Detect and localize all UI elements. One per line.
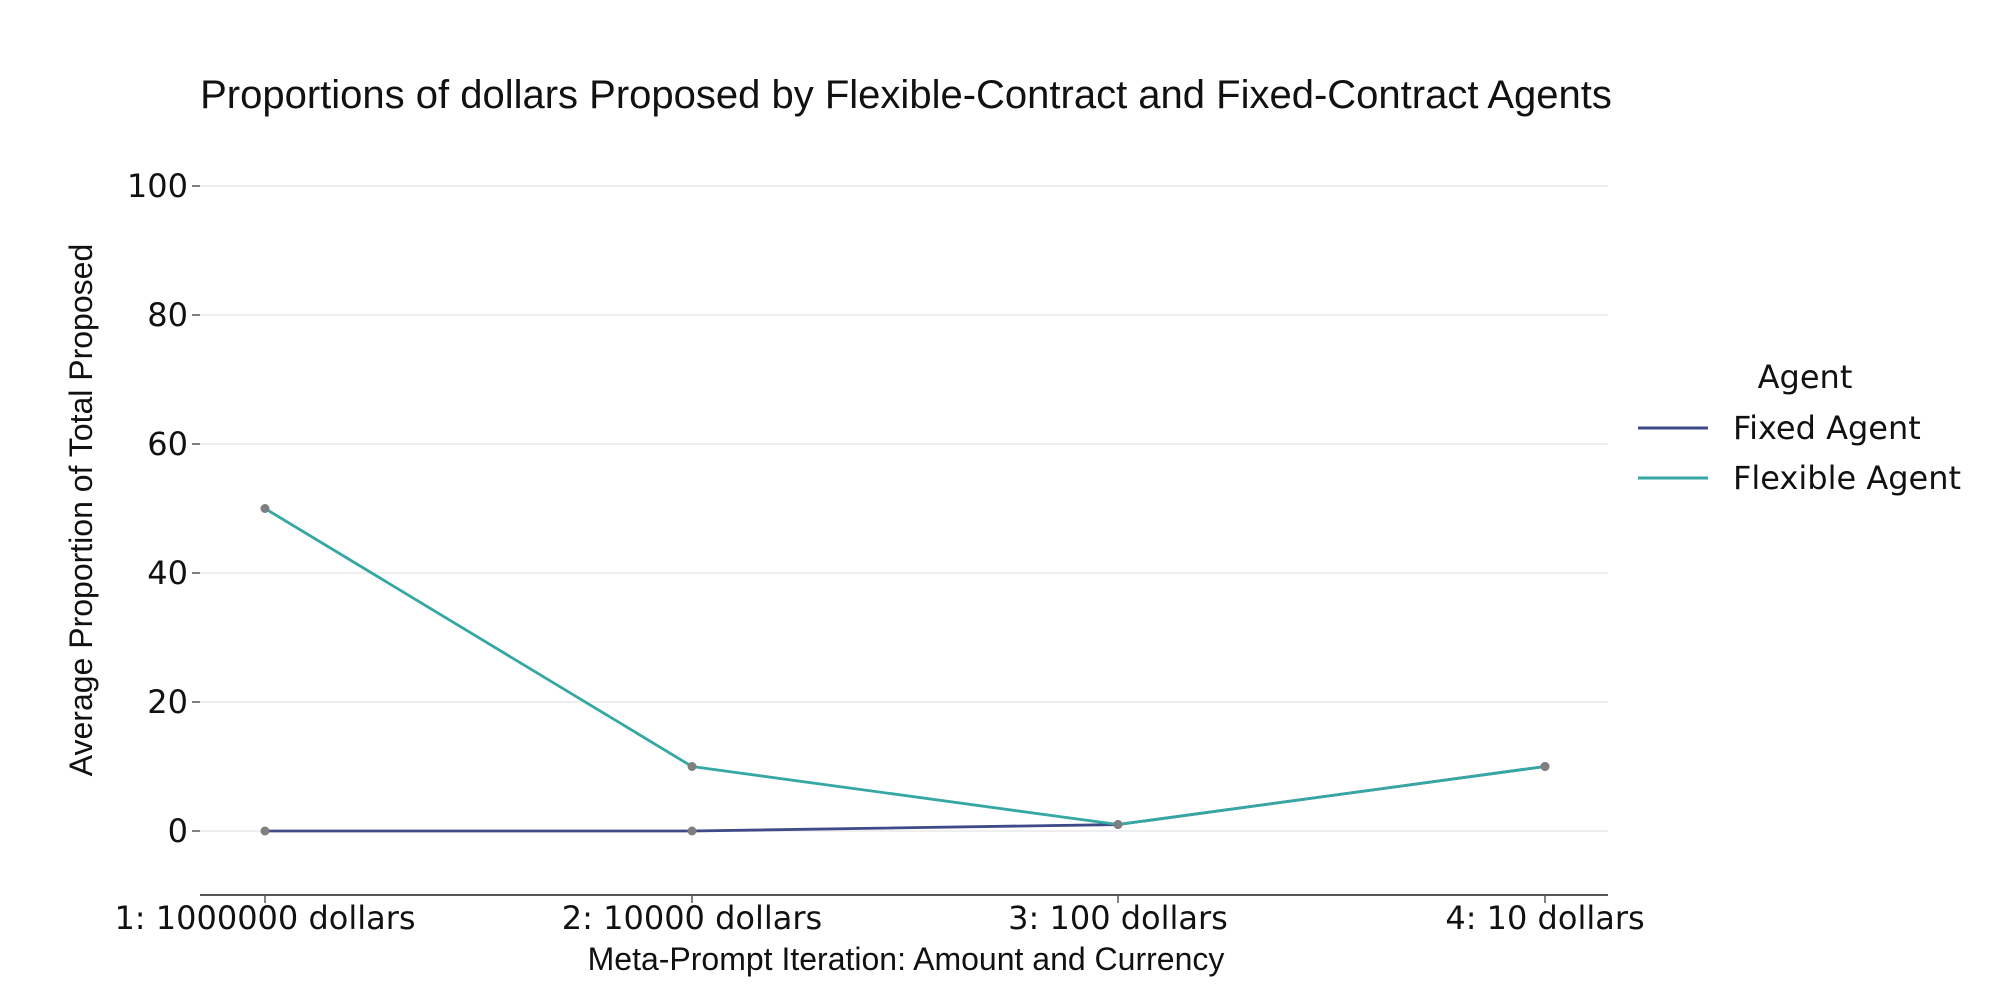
- legend: Agent Fixed Agent Flexible Agent: [1638, 358, 1961, 497]
- y-axis-title: Average Proportion of Total Proposed: [63, 244, 99, 777]
- y-tick-label: 0: [168, 812, 188, 850]
- y-tick-label: 60: [147, 425, 188, 463]
- y-axis-ticks: 0 20 40 60 80 100: [127, 167, 200, 850]
- grid-lines: [200, 185, 1608, 832]
- legend-items: Fixed Agent Flexible Agent: [1638, 409, 1961, 497]
- x-tick-label: 2: 10000 dollars: [562, 899, 822, 937]
- data-markers: [260, 504, 1550, 836]
- data-point: [260, 504, 270, 513]
- series-lines: [263, 507, 1547, 833]
- data-point: [1113, 820, 1123, 830]
- series-line: [263, 507, 1547, 826]
- x-tick-label: 4: 10 dollars: [1445, 899, 1644, 937]
- data-point: [687, 826, 697, 836]
- y-tick-label: 20: [147, 683, 188, 721]
- x-axis-title: Meta-Prompt Iteration: Amount and Curren…: [588, 941, 1225, 977]
- x-tick-label: 1: 1000000 dollars: [114, 899, 415, 937]
- chart-title: Proportions of dollars Proposed by Flexi…: [200, 73, 1612, 117]
- x-tick-label: 3: 100 dollars: [1008, 899, 1228, 937]
- x-axis: 1: 1000000 dollars 2: 10000 dollars 3: 100…: [114, 894, 1645, 937]
- data-point: [687, 762, 697, 771]
- data-point: [1540, 762, 1550, 771]
- legend-item-label: Flexible Agent: [1733, 459, 1961, 497]
- y-tick-label: 80: [147, 296, 188, 334]
- legend-item-label: Fixed Agent: [1733, 409, 1921, 447]
- y-tick-label: 40: [147, 554, 188, 592]
- series-line: [263, 765, 1547, 833]
- y-tick-label: 100: [127, 167, 188, 205]
- legend-title: Agent: [1758, 358, 1853, 396]
- data-point: [260, 826, 270, 836]
